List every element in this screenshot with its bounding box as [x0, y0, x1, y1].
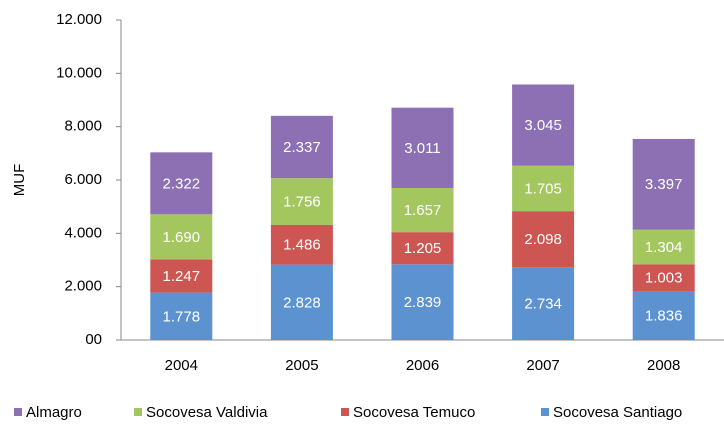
y-tick-label: 10.000 [56, 64, 102, 81]
bar-segment [512, 211, 575, 268]
legend-label: Socovesa Santiago [553, 404, 682, 421]
y-axis-label: MUF [11, 164, 28, 197]
legend-swatch [14, 408, 22, 416]
x-tick-label: 2007 [526, 357, 559, 374]
bar-segment [632, 138, 695, 230]
y-tick-label: 4.000 [64, 224, 102, 241]
y-tick-label: 8.000 [64, 118, 102, 135]
x-tick-label: 2008 [647, 357, 680, 374]
bar-segment [270, 178, 333, 225]
bar-segment [512, 267, 575, 340]
y-tick-label: 00 [85, 331, 102, 348]
value-label: 1.205 [404, 240, 442, 257]
legend-swatch [541, 408, 549, 416]
value-label: 1.756 [283, 194, 321, 211]
bar-segment [391, 264, 454, 340]
bar-segment [270, 224, 333, 265]
legend-label: Socovesa Valdivia [146, 404, 268, 421]
value-label: 1.778 [163, 308, 201, 325]
value-label: 3.045 [524, 117, 562, 134]
legend-label: Almagro [26, 404, 82, 421]
value-label: 1.657 [404, 202, 442, 219]
bar-segment [512, 165, 575, 212]
value-label: 1.690 [163, 229, 201, 246]
value-label: 3.397 [645, 176, 683, 193]
legend-swatch [341, 408, 349, 416]
y-tick-label: 12.000 [56, 11, 102, 28]
bar-segment [391, 107, 454, 188]
value-label: 2.322 [163, 175, 201, 192]
value-label: 1.247 [163, 268, 201, 285]
value-label: 2.098 [524, 231, 562, 248]
bar-segment [391, 187, 454, 233]
bar-segment [150, 259, 213, 293]
legend-swatch [134, 408, 142, 416]
value-label: 2.734 [524, 296, 562, 313]
value-label: 1.304 [645, 239, 683, 256]
y-tick-label: 2.000 [64, 278, 102, 295]
bar-segment [632, 291, 695, 340]
bar-segment [150, 152, 213, 215]
x-tick-label: 2006 [406, 357, 439, 374]
value-label: 1.705 [524, 180, 562, 197]
legend-label: Socovesa Temuco [353, 404, 475, 421]
value-label: 1.486 [283, 237, 321, 254]
bar-segment [632, 229, 695, 265]
value-label: 2.337 [283, 139, 321, 156]
bar-segment [391, 232, 454, 265]
value-label: 1.836 [645, 307, 683, 324]
y-tick-label: 6.000 [64, 171, 102, 188]
value-label: 2.828 [283, 294, 321, 311]
bar-segment [632, 264, 695, 292]
bar-segment [270, 264, 333, 340]
x-tick-label: 2004 [165, 357, 198, 374]
bar-segment [270, 115, 333, 179]
x-tick-label: 2005 [285, 357, 318, 374]
bar-segment [150, 292, 213, 340]
bar-segment [512, 84, 575, 166]
value-label: 2.839 [404, 294, 442, 311]
value-label: 3.011 [404, 140, 440, 157]
value-label: 1.003 [645, 270, 683, 287]
bar-segment [150, 214, 213, 260]
